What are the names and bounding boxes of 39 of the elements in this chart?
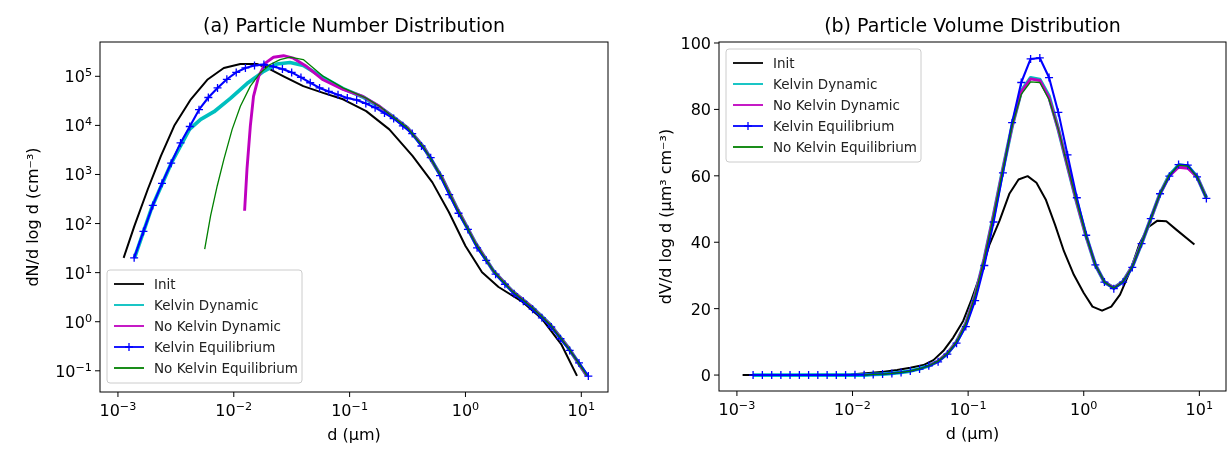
y-tick-label: 10$^{1}$ [64, 262, 92, 283]
y-tick-label: 10$^{2}$ [64, 213, 92, 234]
x-tick-label: 10$^{1}$ [1185, 398, 1214, 419]
x-tick-label: 10$^{−1}$ [331, 399, 369, 420]
legend-label: Kelvin Equilibrium [154, 339, 276, 355]
x-tick-label: 10$^{−2}$ [215, 399, 253, 420]
y-tick-label: 10$^{4}$ [64, 114, 92, 136]
legend-label: No Kelvin Equilibrium [154, 360, 298, 376]
y-tick-label: 10$^{0}$ [64, 311, 92, 332]
legend-label: No Kelvin Equilibrium [773, 139, 917, 155]
legend-label: Init [773, 55, 795, 71]
x-tick-label: 10$^{−3}$ [99, 399, 137, 420]
legend-label: Kelvin Equilibrium [773, 118, 895, 134]
y-tick-label: 20 [690, 299, 711, 319]
chart-title: (a) Particle Number Distribution [203, 14, 505, 36]
y-axis-title: dV/d log d (μm³ cm⁻³) [656, 128, 675, 305]
x-tick-label: 10$^{−3}$ [718, 398, 756, 419]
x-axis-title: d (μm) [945, 424, 1000, 443]
legend-label: No Kelvin Dynamic [154, 318, 282, 334]
legend-label: Kelvin Dynamic [154, 297, 259, 313]
y-tick-label: 10$^{5}$ [64, 65, 92, 87]
legend-label: Kelvin Dynamic [773, 76, 878, 92]
legend-label: No Kelvin Dynamic [773, 97, 901, 113]
y-tick-label: 40 [690, 233, 711, 253]
x-tick-label: 10$^{0}$ [1070, 398, 1098, 419]
x-tick-label: 10$^{0}$ [451, 399, 480, 420]
x-axis-title: d (μm) [327, 425, 381, 444]
y-tick-label: 80 [690, 100, 711, 120]
y-tick-label: 10$^{3}$ [64, 163, 92, 185]
chart-title: (b) Particle Volume Distribution [824, 14, 1121, 36]
x-tick-label: 10$^{−2}$ [834, 398, 871, 419]
y-axis-title: dN/d log d (cm⁻³) [23, 147, 42, 287]
x-tick-label: 10$^{1}$ [567, 399, 596, 420]
x-tick-label: 10$^{−1}$ [949, 398, 987, 419]
y-tick-label: 60 [690, 166, 711, 186]
y-tick-label: 0 [700, 366, 711, 386]
y-tick-label: 100 [680, 34, 711, 53]
y-tick-label: 10$^{−1}$ [55, 360, 92, 381]
legend-label: Init [154, 276, 176, 292]
